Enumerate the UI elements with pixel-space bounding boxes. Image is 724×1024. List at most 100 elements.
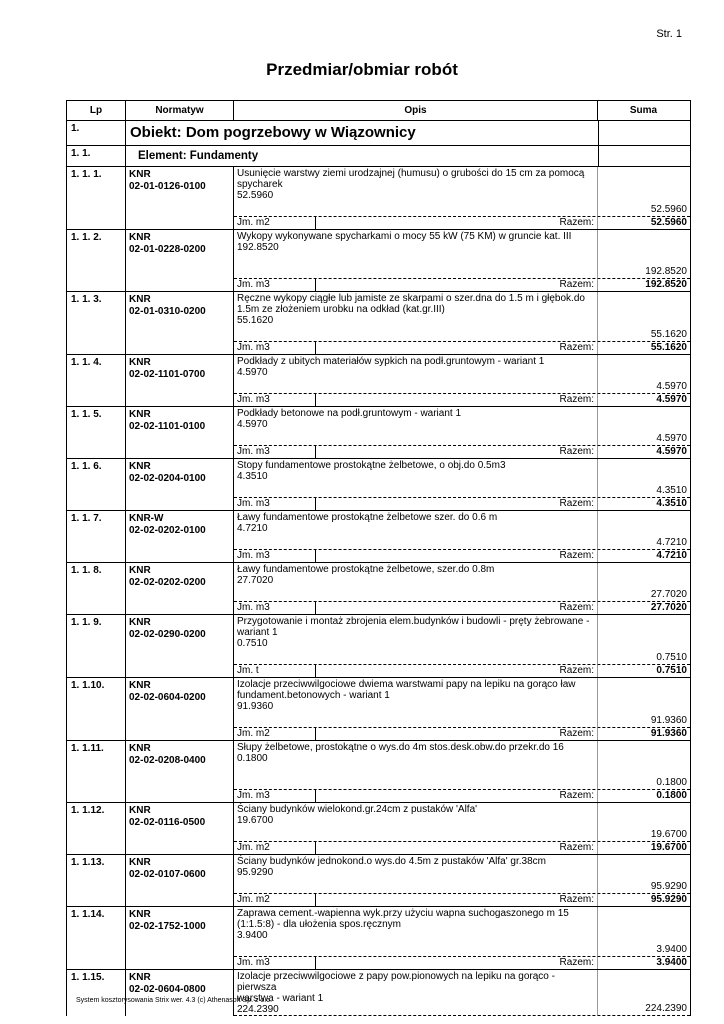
item-unit-row: Jm. m3 Razem: 192.8520 (234, 279, 690, 291)
razem-label: Razem: (316, 665, 598, 677)
item-normatyw: KNR 02-02-0107-0600 (126, 855, 234, 906)
item-body: Ściany budynków wielokond.gr.24cm z pust… (234, 803, 690, 854)
item-quantity: 27.7020 (650, 589, 687, 600)
unit-label: Jm. m2 (234, 842, 316, 854)
estimate-table: Lp Normatyw Opis Suma 1. Obiekt: Dom pog… (66, 100, 691, 1016)
table-row: 1. 1.15. KNR 02-02-0604-0800 Izolacje przec… (67, 970, 690, 1016)
normatyw-code: 02-02-0204-0100 (129, 473, 206, 484)
item-description: Podkłady betonowe na podł.gruntowym - wa… (234, 407, 598, 445)
item-lp: 1. 1.11. (67, 741, 126, 802)
item-body: Zaprawa cement.-wapienna wyk.przy użyciu… (234, 907, 690, 969)
normatyw-catalog: KNR (129, 743, 151, 754)
razem-label: Razem: (316, 894, 598, 906)
normatyw-catalog: KNR-W (129, 513, 164, 524)
item-body: Usunięcie warstwy ziemi urodzajnej (humu… (234, 167, 690, 229)
normatyw-code: 02-02-0107-0600 (129, 869, 206, 880)
normatyw-code: 02-02-1752-1000 (129, 921, 206, 932)
item-unit-row: Jm. m3 Razem: 27.7020 (234, 602, 690, 614)
description-line: warstwa - wariant 1 (237, 993, 324, 1004)
description-line: wariant 1 (237, 627, 278, 638)
item-total: 4.5970 (656, 394, 687, 405)
description-line: fundament.betonowych - wariant 1 (237, 690, 390, 701)
item-description: Przygotowanie i montaż zbrojenia elem.bu… (234, 615, 598, 664)
item-unit-row: Jm. t Razem: 0.7510 (234, 665, 690, 677)
header-normatyw: Normatyw (126, 101, 234, 120)
item-body: Podkłady z ubitych materiałów sypkich na… (234, 355, 690, 406)
razem-label: Razem: (316, 728, 598, 740)
table-row: 1. 1.10. KNR 02-02-0604-0200 Izolacje przec… (67, 678, 690, 741)
item-lp: 1. 1.10. (67, 678, 126, 740)
description-line: 4.5970 (237, 419, 268, 430)
header-lp: Lp (67, 101, 126, 120)
normatyw-catalog: KNR (129, 680, 151, 691)
item-unit-row: Jm. m2 Razem: 91.9360 (234, 728, 690, 740)
normatyw-catalog: KNR (129, 357, 151, 368)
item-lp: 1. 1. 2. (67, 230, 126, 291)
table-row: 1. 1.12. KNR 02-02-0116-0500 Ściany budynkó… (67, 803, 690, 855)
description-line: spycharek (237, 179, 283, 190)
item-normatyw: KNR 02-02-0604-0200 (126, 678, 234, 740)
item-unit-row: Jm. m3 Razem: 4.7210 (234, 550, 690, 562)
description-line: Ławy fundamentowe prostokątne żelbetowe … (237, 512, 498, 523)
item-total: 91.9360 (650, 728, 687, 739)
item-description: Słupy żelbetowe, prostokątne o wys.do 4m… (234, 741, 598, 789)
table-row: 1. 1. 7. KNR-W 02-02-0202-0100 Ławy fundame… (67, 511, 690, 563)
normatyw-code: 02-02-1101-0700 (129, 369, 206, 380)
item-description-block: Stopy fundamentowe prostokątne żelbetowe… (234, 459, 690, 498)
item-description: Ławy fundamentowe prostokątne żelbetowe,… (234, 563, 598, 601)
item-total: 27.7020 (650, 602, 687, 613)
item-description-block: Ściany budynków wielokond.gr.24cm z pust… (234, 803, 690, 842)
description-line: Wykopy wykonywane spycharkami o mocy 55 … (237, 231, 572, 242)
normatyw-code: 02-02-0202-0200 (129, 577, 206, 588)
description-line: Izolacje przeciwwilgociowe z papy pow.pi… (237, 971, 555, 993)
unit-label: Jm. m2 (234, 728, 316, 740)
description-line: 4.3510 (237, 471, 268, 482)
description-line: 0.1800 (237, 753, 268, 764)
item-body: Ręczne wykopy ciągłe lub jamiste ze skar… (234, 292, 690, 354)
item-list: 1. 1. 1. KNR 02-01-0126-0100 Usunięcie wars… (67, 167, 690, 1016)
item-total: 95.9290 (650, 894, 687, 905)
unit-label: Jm. m3 (234, 279, 316, 291)
item-body: Stopy fundamentowe prostokątne żelbetowe… (234, 459, 690, 510)
description-line: 224.2390 (237, 1004, 279, 1015)
normatyw-code: 02-02-0208-0400 (129, 755, 206, 766)
item-normatyw: KNR 02-01-0310-0200 (126, 292, 234, 354)
table-row: 1. 1.14. KNR 02-02-1752-1000 Zaprawa cement… (67, 907, 690, 970)
description-line: 19.6700 (237, 815, 274, 826)
table-row: 1. 1. 3. KNR 02-01-0310-0200 Ręczne wykopy … (67, 292, 690, 355)
item-lp: 1. 1.14. (67, 907, 126, 969)
header-suma: Suma (629, 105, 658, 116)
item-quantity: 4.5970 (656, 433, 687, 444)
description-line: Podkłady betonowe na podł.gruntowym - wa… (237, 408, 462, 419)
description-line: 192.8520 (237, 242, 279, 253)
description-line: Przygotowanie i montaż zbrojenia elem.bu… (237, 616, 590, 627)
item-description: Ściany budynków jednokond.o wys.do 4.5m … (234, 855, 598, 893)
item-description-block: Zaprawa cement.-wapienna wyk.przy użyciu… (234, 907, 690, 957)
item-description-block: Izolacje przeciwwilgociowe z papy pow.pi… (234, 970, 690, 1016)
item-normatyw: KNR 02-02-0290-0200 (126, 615, 234, 677)
item-description: Wykopy wykonywane spycharkami o mocy 55 … (234, 230, 598, 278)
unit-label: Jm. m2 (234, 894, 316, 906)
item-lp: 1. 1. 6. (67, 459, 126, 510)
item-description: Zaprawa cement.-wapienna wyk.przy użyciu… (234, 907, 598, 956)
item-total: 55.1620 (650, 342, 687, 353)
item-body: Wykopy wykonywane spycharkami o mocy 55 … (234, 230, 690, 291)
item-unit-row: Jm. m2 Razem: 95.9290 (234, 894, 690, 906)
item-quantity: 95.9290 (650, 881, 687, 892)
description-line: Ściany budynków jednokond.o wys.do 4.5m … (237, 856, 546, 867)
item-unit-row: Jm. m3 Razem: 4.5970 (234, 394, 690, 406)
normatyw-code: 02-02-0604-0200 (129, 692, 206, 703)
razem-label: Razem: (316, 550, 598, 562)
razem-label: Razem: (316, 498, 598, 510)
item-description: Usunięcie warstwy ziemi urodzajnej (humu… (234, 167, 598, 216)
item-unit-row: Jm. m3 Razem: 0.1800 (234, 790, 690, 802)
table-row: 1. 1. 6. KNR 02-02-0204-0100 Stopy fundamen… (67, 459, 690, 511)
table-header: Lp Normatyw Opis Suma (67, 101, 690, 121)
normatyw-catalog: KNR (129, 805, 151, 816)
item-lp: 1. 1. 9. (67, 615, 126, 677)
item-normatyw: KNR 02-02-1101-0100 (126, 407, 234, 458)
item-normatyw: KNR 02-02-0208-0400 (126, 741, 234, 802)
normatyw-code: 02-02-0202-0100 (129, 525, 206, 536)
normatyw-code: 02-02-0116-0500 (129, 817, 206, 828)
